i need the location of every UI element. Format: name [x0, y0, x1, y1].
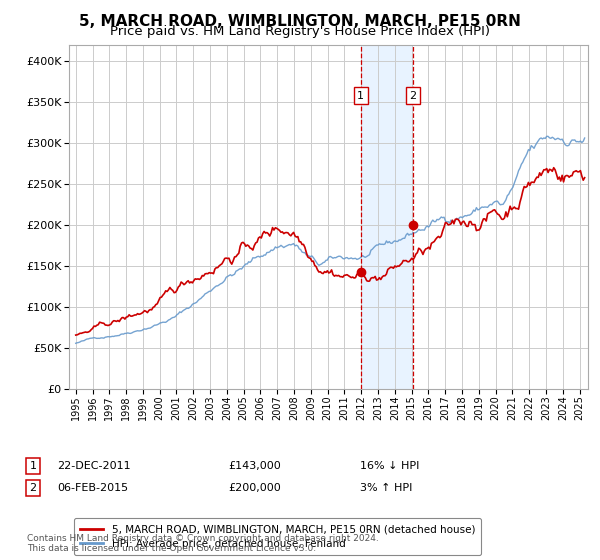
Text: 5, MARCH ROAD, WIMBLINGTON, MARCH, PE15 0RN: 5, MARCH ROAD, WIMBLINGTON, MARCH, PE15 … [79, 14, 521, 29]
Text: 2: 2 [410, 91, 417, 101]
Text: £143,000: £143,000 [228, 461, 281, 471]
Legend: 5, MARCH ROAD, WIMBLINGTON, MARCH, PE15 0RN (detached house), HPI: Average price: 5, MARCH ROAD, WIMBLINGTON, MARCH, PE15 … [74, 519, 481, 555]
Text: 22-DEC-2011: 22-DEC-2011 [57, 461, 131, 471]
Bar [361, 45, 413, 389]
Text: 1: 1 [357, 91, 364, 101]
Text: 06-FEB-2015: 06-FEB-2015 [57, 483, 128, 493]
Text: Contains HM Land Registry data © Crown copyright and database right 2024.
This d: Contains HM Land Registry data © Crown c… [27, 534, 379, 553]
Text: Price paid vs. HM Land Registry's House Price Index (HPI): Price paid vs. HM Land Registry's House … [110, 25, 490, 38]
Text: £200,000: £200,000 [228, 483, 281, 493]
Text: 16% ↓ HPI: 16% ↓ HPI [360, 461, 419, 471]
Text: 2: 2 [29, 483, 37, 493]
Text: 3% ↑ HPI: 3% ↑ HPI [360, 483, 412, 493]
Text: 1: 1 [29, 461, 37, 471]
